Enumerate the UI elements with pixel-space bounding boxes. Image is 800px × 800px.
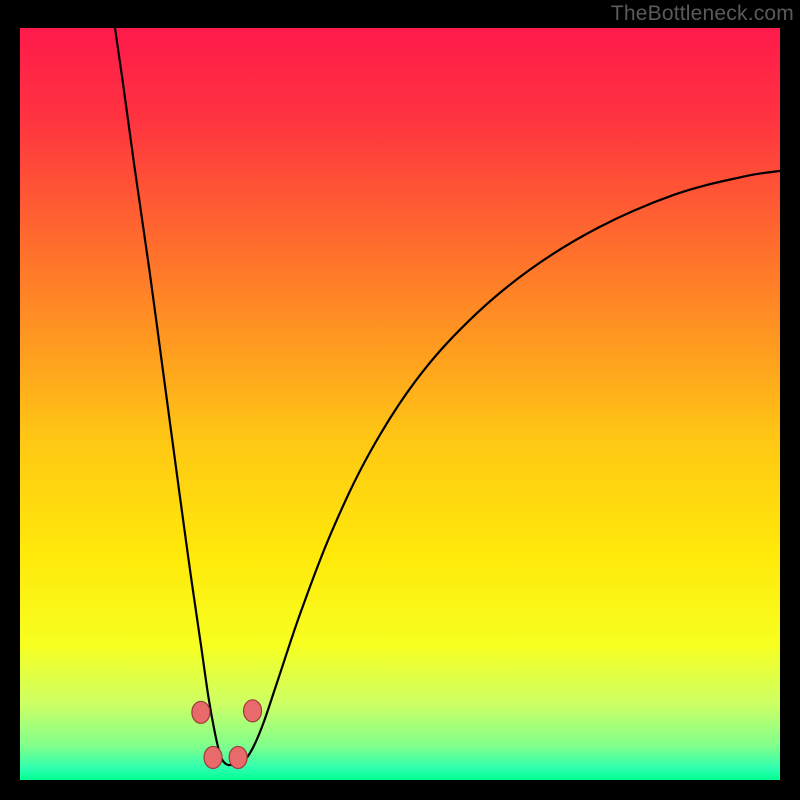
bottleneck-curve-chart <box>0 0 800 800</box>
curve-marker-0 <box>192 701 210 723</box>
curve-marker-2 <box>229 746 247 768</box>
curve-marker-3 <box>244 700 262 722</box>
curve-marker-1 <box>204 746 222 768</box>
watermark-text: TheBottleneck.com <box>611 2 794 26</box>
chart-canvas: TheBottleneck.com <box>0 0 800 800</box>
